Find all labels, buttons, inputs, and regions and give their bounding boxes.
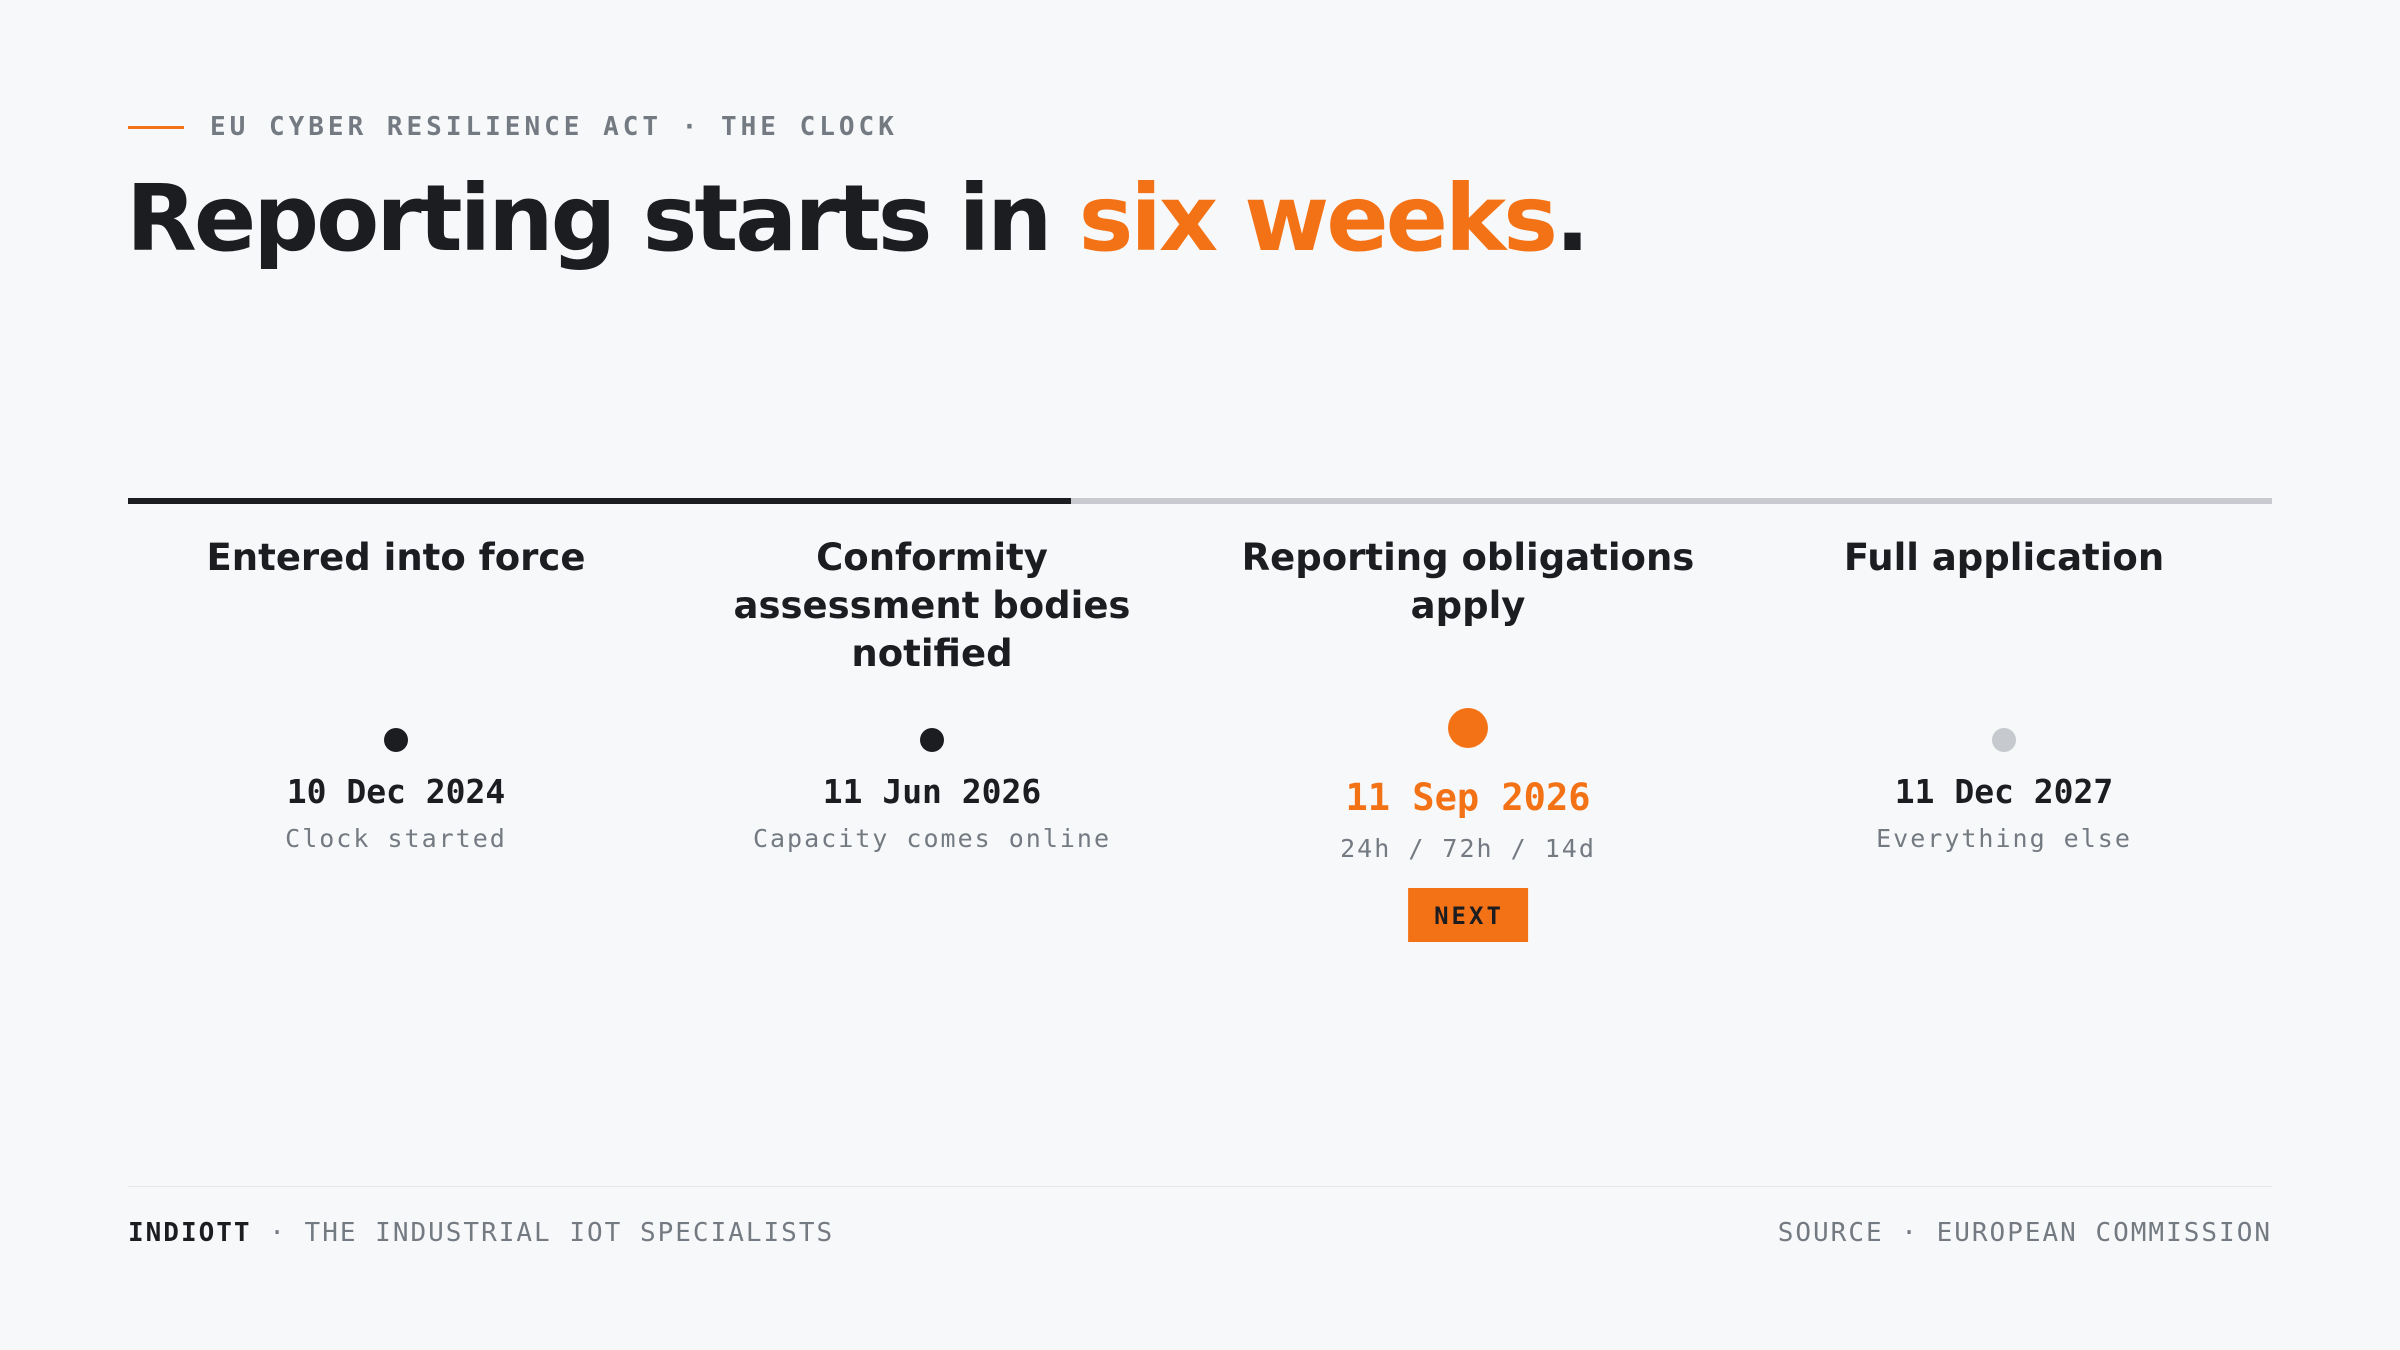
brand-name: INDIOTT bbox=[128, 1218, 252, 1248]
timeline-track bbox=[128, 498, 2272, 504]
milestone-date: 10 Dec 2024 bbox=[286, 772, 506, 811]
next-badge: NEXT bbox=[1408, 888, 1528, 942]
milestone-dot bbox=[920, 728, 944, 752]
milestone-dot bbox=[384, 728, 408, 752]
milestone-date: 11 Dec 2027 bbox=[1894, 772, 2114, 811]
eyebrow: EU CYBER RESILIENCE ACT · THE CLOCK bbox=[128, 112, 898, 142]
milestone-dot bbox=[1992, 728, 2016, 752]
footer-separator: · bbox=[251, 1218, 305, 1248]
milestone-dot-current bbox=[1448, 708, 1488, 748]
milestone-date: 11 Sep 2026 bbox=[1345, 776, 1591, 819]
milestone-title: Reporting obligations apply bbox=[1241, 536, 1695, 627]
milestone-full-application: Full application 11 Dec 2027 Everything … bbox=[1736, 504, 2272, 964]
milestone-title: Entered into force bbox=[206, 536, 586, 579]
milestone-note: Everything else bbox=[1876, 824, 2132, 853]
source-credit: SOURCE · EUROPEAN COMMISSION bbox=[1777, 1218, 2272, 1248]
page-title: Reporting starts in six weeks. bbox=[126, 165, 1590, 272]
headline-accent: six weeks bbox=[1078, 165, 1558, 272]
milestone-conformity-bodies: Conformity assessment bodies notified 11… bbox=[664, 504, 1200, 964]
milestone-reporting-obligations: Reporting obligations apply 11 Sep 2026 … bbox=[1200, 504, 1736, 964]
timeline-progress bbox=[128, 498, 1072, 504]
footer-divider bbox=[128, 1186, 2272, 1187]
milestone-note: 24h / 72h / 14d bbox=[1340, 834, 1596, 863]
timeline-milestones: Entered into force 10 Dec 2024 Clock sta… bbox=[128, 504, 2272, 964]
footer-brand-line: INDIOTT · THE INDUSTRIAL IOT SPECIALISTS bbox=[128, 1218, 834, 1248]
headline-end: . bbox=[1555, 165, 1590, 272]
milestone-title: Full application bbox=[1843, 536, 2165, 579]
milestone-note: Clock started bbox=[285, 824, 507, 853]
headline-lead: Reporting starts in bbox=[126, 165, 1079, 272]
eyebrow-accent-rule bbox=[128, 125, 184, 129]
milestone-entered-into-force: Entered into force 10 Dec 2024 Clock sta… bbox=[128, 504, 664, 964]
brand-tagline: THE INDUSTRIAL IOT SPECIALISTS bbox=[304, 1218, 835, 1248]
milestone-note: Capacity comes online bbox=[752, 824, 1112, 853]
milestone-date: 11 Jun 2026 bbox=[822, 772, 1042, 811]
eyebrow-text: EU CYBER RESILIENCE ACT · THE CLOCK bbox=[210, 112, 898, 142]
milestone-title: Conformity assessment bodies notified bbox=[733, 536, 1131, 675]
